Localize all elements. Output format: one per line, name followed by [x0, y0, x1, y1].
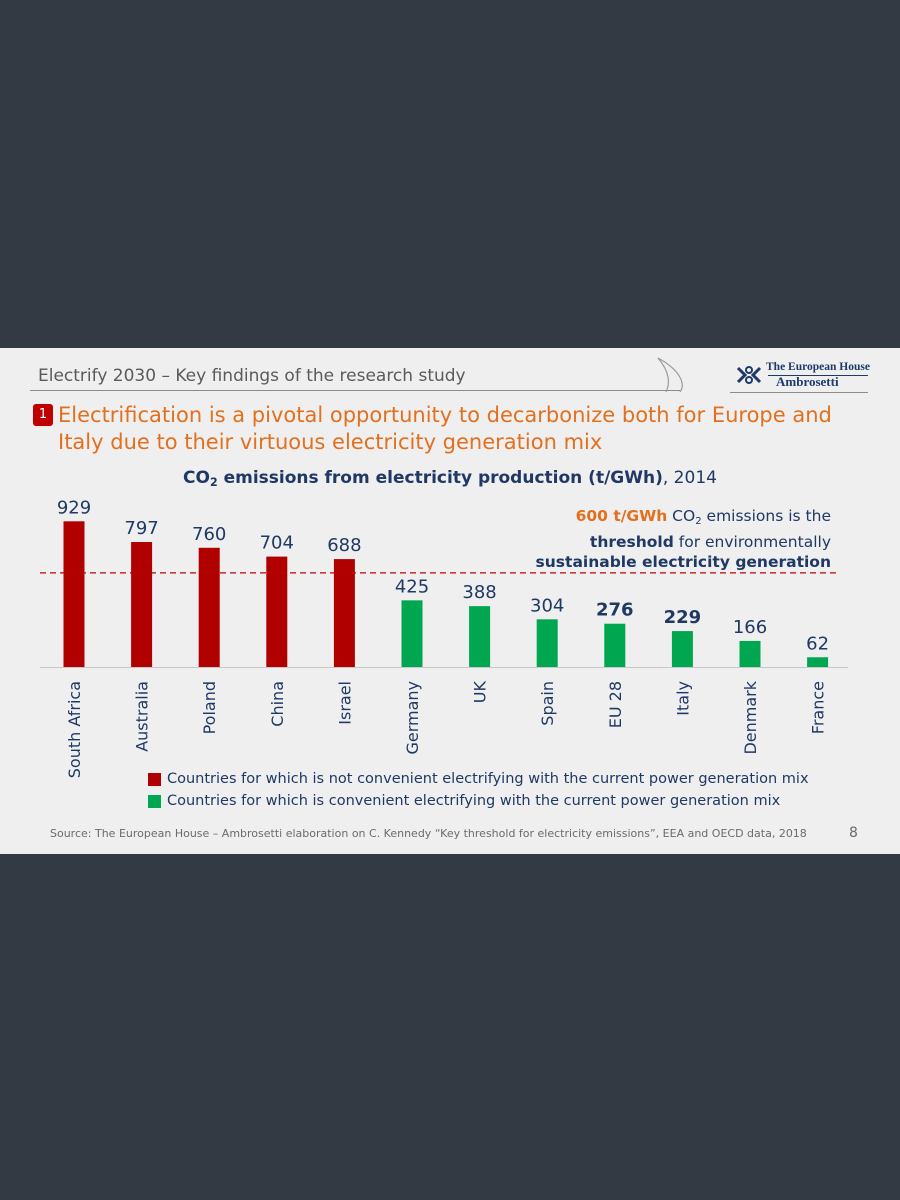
tick-label-poland: Poland: [200, 681, 219, 734]
legend-label-convenient: Countries for which is convenient electr…: [167, 793, 781, 809]
threshold-co: CO: [667, 507, 696, 525]
bar-france: [807, 657, 829, 667]
source-note: Source: The European House – Ambrosetti …: [50, 827, 807, 840]
slide: Electrify 2030 – Key findings of the res…: [0, 348, 900, 854]
threshold-bold2: sustainable electricity generation: [535, 553, 831, 571]
main-title: Electrification is a pivotal opportunity…: [58, 403, 832, 454]
data-label-germany: 425: [395, 576, 429, 597]
chart-title-prefix: CO: [183, 468, 210, 488]
data-label-poland: 760: [192, 524, 226, 545]
bar-poland: [198, 547, 220, 667]
swoosh-decoration-icon: [657, 357, 683, 393]
bar-uk: [469, 606, 491, 667]
page-number: 8: [849, 825, 858, 841]
tick-label-south-africa: South Africa: [65, 681, 84, 778]
data-label-france: 62: [806, 633, 829, 654]
bar-china: [266, 556, 288, 667]
logo-rule: [768, 375, 868, 376]
chart-title-year: , 2014: [662, 468, 717, 488]
logo-text-line2: Ambrosetti: [776, 374, 839, 389]
data-label-spain: 304: [530, 595, 564, 616]
legend-label-not-convenient: Countries for which is not convenient el…: [167, 771, 809, 787]
threshold-sub: 2: [695, 516, 702, 527]
header-divider: [30, 390, 680, 391]
bar-australia: [131, 541, 153, 667]
tick-label-denmark: Denmark: [741, 680, 760, 754]
tick-label-eu-28: EU 28: [606, 681, 625, 728]
legend: Countries for which is not convenient el…: [148, 768, 809, 812]
tick-label-china: China: [268, 681, 287, 727]
bar-israel: [333, 559, 355, 667]
threshold-note: 600 t/GWh CO2 emissions is the threshold…: [520, 506, 831, 572]
tick-label-germany: Germany: [403, 681, 422, 755]
bar-chart: 929 South Africa 797 Australia 760 Poland 704 C…: [40, 497, 848, 778]
threshold-value: 600 t/GWh: [575, 507, 668, 525]
tick-label-israel: Israel: [335, 681, 354, 725]
data-label-israel: 688: [327, 535, 361, 556]
legend-item-convenient: Countries for which is convenient electr…: [148, 790, 809, 812]
tick-label-france: France: [809, 681, 828, 734]
logo-divider: [730, 392, 868, 393]
bar-eu-28: [604, 623, 626, 667]
threshold-mid: emissions is the: [701, 507, 831, 525]
section-badge: 1: [33, 404, 53, 426]
bar-south-africa: [63, 521, 85, 667]
header-title: Electrify 2030 – Key findings of the res…: [38, 366, 466, 386]
chart-title-rest: emissions from electricity production (t…: [217, 468, 663, 488]
legend-item-not-convenient: Countries for which is not convenient el…: [148, 768, 809, 790]
data-label-australia: 797: [124, 518, 158, 539]
data-label-eu-28: 276: [596, 600, 634, 621]
bar-germany: [401, 600, 423, 667]
tick-label-uk: UK: [471, 680, 490, 703]
bar-spain: [536, 619, 558, 667]
data-label-denmark: 166: [733, 617, 767, 638]
data-label-south-africa: 929: [57, 497, 91, 518]
tick-label-spain: Spain: [538, 681, 557, 726]
tick-label-italy: Italy: [673, 681, 692, 716]
data-label-china: 704: [260, 533, 294, 554]
threshold-bold1: threshold: [589, 533, 674, 551]
data-label-uk: 388: [462, 582, 496, 603]
data-label-italy: 229: [664, 607, 702, 628]
chart-title-sub: 2: [209, 476, 218, 489]
chart-title: CO2 emissions from electricity productio…: [0, 468, 900, 489]
logo-text-line1: The European House: [766, 361, 870, 373]
legend-swatch-green: [148, 794, 161, 808]
logo-icon: [736, 366, 762, 384]
threshold-mid2: for environmentally: [673, 533, 831, 551]
bar-denmark: [739, 640, 761, 667]
legend-swatch-red: [148, 772, 161, 786]
bar-italy: [671, 631, 693, 667]
tick-label-australia: Australia: [133, 681, 152, 752]
